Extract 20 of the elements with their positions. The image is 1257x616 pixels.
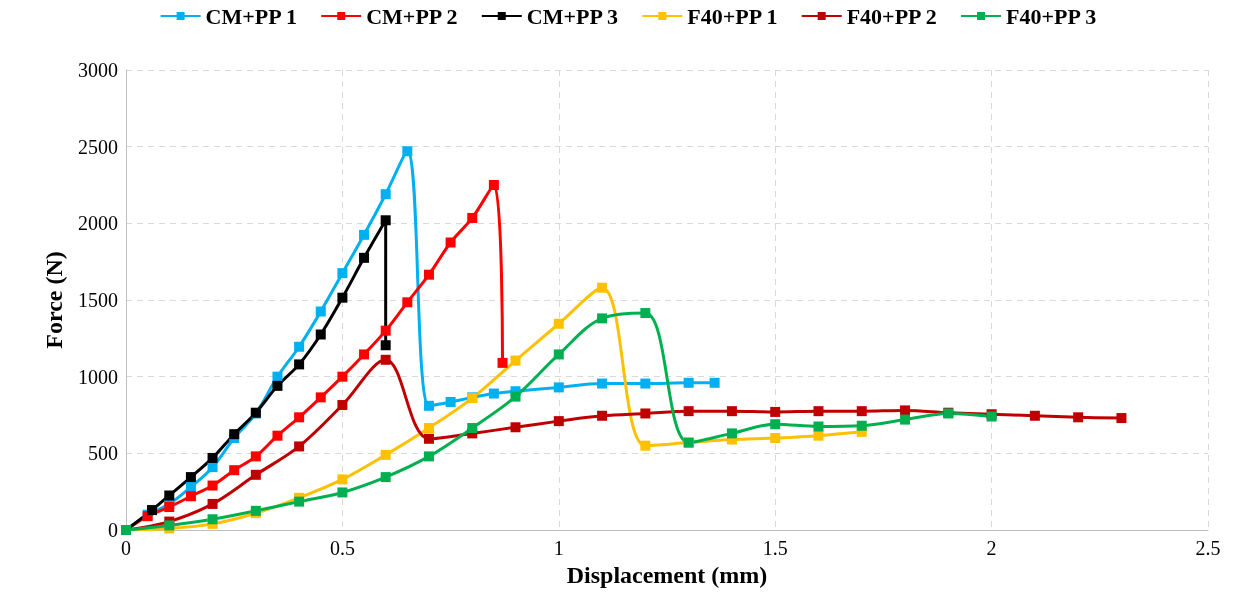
x-tick-label: 0.5 bbox=[329, 537, 355, 559]
legend-label: CM+PP 1 bbox=[205, 3, 297, 29]
legend-label: CM+PP 3 bbox=[526, 3, 619, 29]
y-tick-label: 2000 bbox=[78, 212, 118, 235]
legend-label: F40+PP 1 bbox=[687, 3, 778, 29]
legend-label: CM+PP 2 bbox=[366, 3, 458, 29]
y-tick-label: 1500 bbox=[78, 289, 118, 311]
y-tick-label: 3000 bbox=[78, 59, 118, 81]
x-axis-title: Displacement (mm) bbox=[566, 561, 768, 588]
x-tick-label: 2.5 bbox=[1195, 537, 1221, 559]
x-tick-label: 1 bbox=[553, 537, 564, 559]
legend-label: F40+PP 2 bbox=[846, 3, 937, 29]
x-tick-label: 2 bbox=[986, 537, 997, 559]
y-tick-label: 0 bbox=[108, 519, 118, 541]
y-tick-label: 1000 bbox=[78, 365, 118, 388]
y-tick-label: 500 bbox=[88, 442, 118, 465]
x-tick-label: 1.5 bbox=[762, 537, 788, 559]
y-axis-title: Force (N) bbox=[41, 251, 67, 349]
legend-label: F40+PP 3 bbox=[1006, 3, 1097, 29]
y-tick-label: 2500 bbox=[78, 135, 118, 158]
